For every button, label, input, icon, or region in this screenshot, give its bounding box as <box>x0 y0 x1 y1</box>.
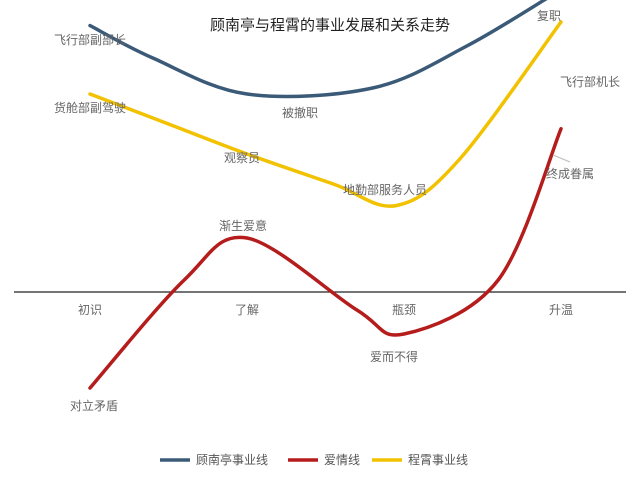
x-tick-label: 瓶颈 <box>392 303 416 317</box>
x-tick-label: 了解 <box>235 303 259 317</box>
axis-layer: 初识 了解 瓶颈 升温 <box>14 291 626 317</box>
x-tick-label: 升温 <box>549 303 573 317</box>
legend: 顾南亭事业线 爱情线 程霄事业线 <box>160 452 468 467</box>
annotation-label: 地勤部服务人员 <box>343 182 427 197</box>
series-line-1 <box>88 127 563 390</box>
annotation-label: 飞行部副部长 <box>54 32 126 47</box>
annotation-label: 渐生爱意 <box>219 218 267 233</box>
annotation-label: 对立矛盾 <box>70 398 118 413</box>
legend-label: 程霄事业线 <box>408 452 468 467</box>
series-line-0 <box>88 0 548 99</box>
annotation-leader <box>552 154 571 163</box>
legend-label: 爱情线 <box>324 453 360 467</box>
annotation-label: 被撤职 <box>282 105 318 120</box>
annotation-label: 货舱部副驾驶 <box>54 100 126 115</box>
annotation-label: 爱而不得 <box>370 349 418 364</box>
series-line-2 <box>88 20 563 208</box>
chart-title: 顾南亭与程霄的事业发展和关系走势 <box>210 16 450 34</box>
annotation-label: 飞行部机长 <box>560 74 620 89</box>
x-tick-label: 初识 <box>78 303 102 317</box>
annotation-label: 终成眷属 <box>546 166 594 181</box>
annotation-label: 观察员 <box>224 151 260 165</box>
legend-label: 顾南亭事业线 <box>196 452 268 467</box>
line-layer <box>88 0 563 390</box>
annotation-label: 复职 <box>537 9 561 23</box>
